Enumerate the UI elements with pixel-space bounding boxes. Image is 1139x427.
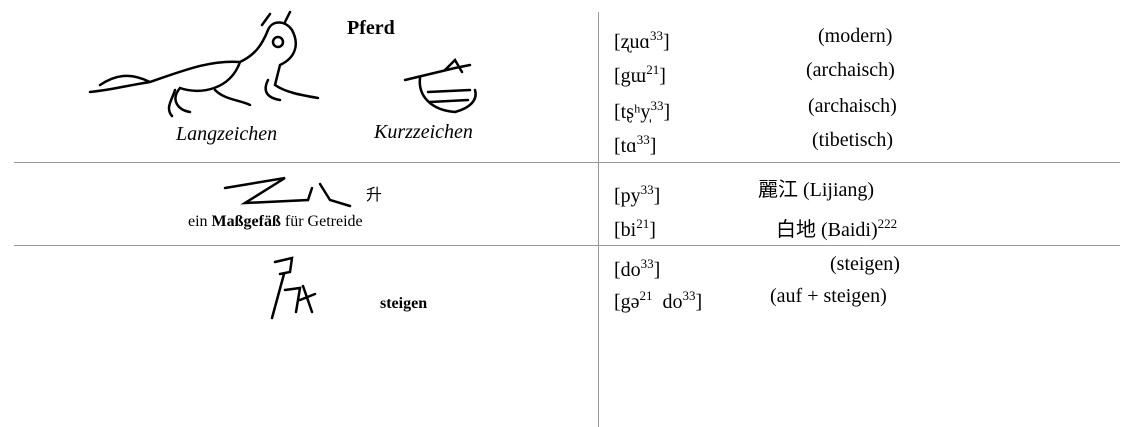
syllable: [ʐuɑ xyxy=(614,31,650,53)
gloss-text: (auf + steigen) xyxy=(770,285,887,307)
gloss: (tibetisch) xyxy=(812,128,893,152)
column-divider xyxy=(598,12,599,427)
gloss: (modern) xyxy=(818,24,892,48)
label: Kurzzeichen xyxy=(374,121,473,143)
syllable: [tʂʰy̩ xyxy=(614,101,651,123)
gloss: (steigen) xyxy=(830,252,900,276)
transcription: [bi21] xyxy=(614,212,656,242)
syllable: [tɑ xyxy=(614,135,637,157)
tone: 33 xyxy=(640,256,654,271)
heading: Pferd xyxy=(347,17,395,39)
bracket: ] xyxy=(659,65,666,87)
row-divider xyxy=(14,245,1120,246)
character: 升 xyxy=(366,187,383,204)
text: ein xyxy=(188,213,212,230)
tone: 33 xyxy=(650,98,664,113)
syllable: [py xyxy=(614,185,641,207)
gloss: 白地 (Baidi)222 xyxy=(776,212,897,242)
gloss-text: (steigen) xyxy=(830,253,900,275)
heading: steigen xyxy=(380,295,428,312)
transcription: [tʂʰy̩33] xyxy=(614,94,670,124)
syllable: [do xyxy=(614,259,641,281)
bracket: ] xyxy=(663,101,671,123)
gloss: 麗江 (Lijiang) xyxy=(758,178,874,202)
tone: 21 xyxy=(636,216,650,231)
transcription: [gə21 do33] xyxy=(614,284,702,314)
transcription: [tɑ33] xyxy=(614,128,656,158)
gloss-text: (archaisch) xyxy=(808,95,897,117)
transcription: [py33] xyxy=(614,178,660,208)
bracket: ] xyxy=(653,185,661,207)
bracket: ] xyxy=(649,135,657,157)
tone: 33 xyxy=(640,182,654,197)
label: Langzeichen xyxy=(176,123,278,145)
tone: 21 xyxy=(639,288,653,303)
tone: 33 xyxy=(682,288,696,303)
glyphs xyxy=(88,10,477,320)
syllable: do xyxy=(652,291,683,313)
tone: 33 xyxy=(636,132,650,147)
transcription: [ʐuɑ33] xyxy=(614,24,670,54)
syllable: [gə xyxy=(614,291,640,313)
transcription: [gɯ21] xyxy=(614,58,666,88)
gloss-text: (modern) xyxy=(818,25,893,47)
transcription: [do33] xyxy=(614,252,660,282)
syllable: [gɯ xyxy=(614,65,647,87)
row-divider xyxy=(14,162,1120,163)
tone: 33 xyxy=(650,28,663,43)
text: für Getreide xyxy=(280,213,363,230)
footnote: 222 xyxy=(877,216,898,231)
gloss: (auf + steigen) xyxy=(770,284,887,308)
bracket: ] xyxy=(663,31,670,53)
tone: 21 xyxy=(646,62,660,77)
gloss-text: (tibetisch) xyxy=(812,129,894,151)
gloss: (archaisch) xyxy=(806,58,895,82)
syllable: [bi xyxy=(614,219,637,241)
bracket: ] xyxy=(653,259,661,281)
bracket: ] xyxy=(695,291,703,313)
bracket: ] xyxy=(649,219,656,241)
bold-text: Maßgefäß xyxy=(211,213,281,230)
gloss-text: 白地 (Baidi) xyxy=(776,219,878,241)
description: ein Maßgefäß für Getreide xyxy=(188,210,363,234)
gloss-text: 麗江 (Lijiang) xyxy=(758,179,875,201)
gloss: (archaisch) xyxy=(808,94,897,118)
gloss-text: (archaisch) xyxy=(806,59,895,81)
